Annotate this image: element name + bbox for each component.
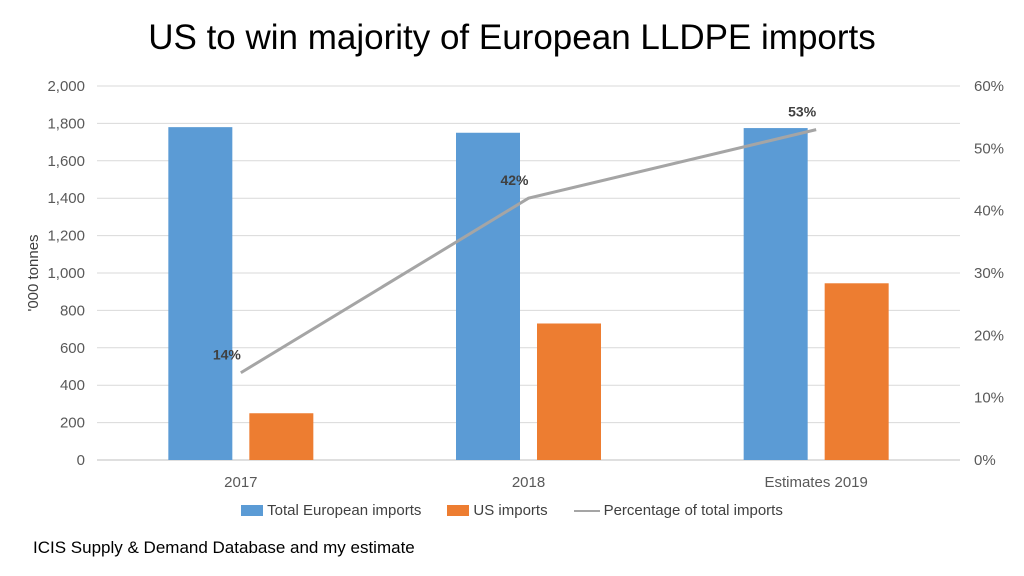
source-note: ICIS Supply & Demand Database and my est… bbox=[33, 538, 415, 557]
data-label-percentage: 53% bbox=[788, 104, 817, 120]
y-tick-label: 800 bbox=[60, 302, 85, 319]
legend-item-total-european-imports: Total European imports bbox=[241, 502, 421, 519]
bar-total-european-imports bbox=[456, 132, 520, 460]
legend-swatch-us-imports bbox=[447, 505, 470, 516]
y-tick-label: 400 bbox=[60, 377, 85, 394]
y2-tick-label: 0% bbox=[974, 452, 996, 469]
x-tick-label: 2017 bbox=[224, 474, 257, 491]
y-tick-label: 2,000 bbox=[47, 78, 85, 95]
chart-legend: Total European imports US imports Percen… bbox=[0, 502, 1024, 519]
x-tick-label: 2018 bbox=[512, 474, 545, 491]
legend-label-us-imports: US imports bbox=[473, 502, 548, 519]
y2-tick-label: 40% bbox=[974, 203, 1004, 220]
y2-tick-label: 30% bbox=[974, 265, 1004, 282]
legend-label-total-european-imports: Total European imports bbox=[267, 502, 422, 519]
y2-tick-label: 10% bbox=[974, 390, 1004, 407]
chart-plot: 0 200 400 600 800 1,000 1,200 1,400 1,600 1,800 2,… bbox=[25, 78, 1004, 491]
y-tick-label: 600 bbox=[60, 340, 85, 357]
y2-tick-label: 50% bbox=[974, 140, 1004, 157]
bar-us-imports bbox=[249, 413, 314, 460]
bar-us-imports bbox=[537, 323, 601, 460]
bar-us-imports bbox=[824, 283, 889, 460]
bar-total-european-imports bbox=[743, 128, 808, 460]
y2-tick-label: 60% bbox=[974, 78, 1004, 95]
y-axis-title: '000 tonnes bbox=[25, 234, 42, 311]
y-tick-label: 1,600 bbox=[47, 153, 85, 170]
y-tick-label: 200 bbox=[60, 415, 85, 432]
y2-tick-label: 20% bbox=[974, 327, 1004, 344]
y-tick-label: 1,400 bbox=[47, 190, 85, 207]
legend-item-us-imports: US imports bbox=[447, 502, 548, 519]
bar-total-european-imports bbox=[168, 127, 233, 460]
y-tick-label: 0 bbox=[77, 452, 85, 469]
y-tick-label: 1,200 bbox=[47, 228, 85, 245]
line-percentage-of-total-imports bbox=[240, 128, 817, 375]
legend-item-percentage-of-total-imports: Percentage of total imports bbox=[573, 502, 783, 519]
legend-label-percentage-of-total-imports: Percentage of total imports bbox=[603, 502, 783, 519]
chart-title: US to win majority of European LLDPE imp… bbox=[148, 18, 876, 57]
data-label-percentage: 42% bbox=[500, 172, 529, 188]
x-tick-label: Estimates 2019 bbox=[764, 474, 867, 491]
legend-swatch-total-european-imports bbox=[241, 505, 264, 516]
y-tick-label: 1,000 bbox=[47, 265, 85, 282]
data-label-percentage: 14% bbox=[213, 347, 242, 363]
y-tick-label: 1,800 bbox=[47, 115, 85, 132]
legend-swatch-percentage-of-total-imports bbox=[573, 509, 600, 512]
